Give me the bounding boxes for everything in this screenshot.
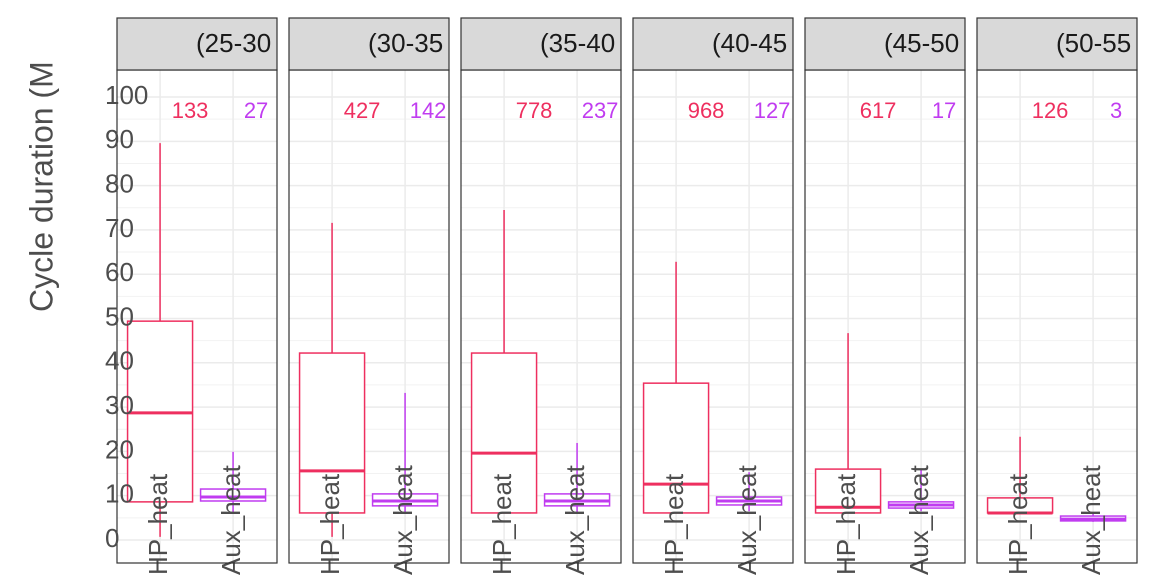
y-tick-label: 50 [105,301,134,331]
panel-background [977,70,1137,563]
y-tick-label: 10 [105,479,134,509]
count-label: 968 [688,98,725,123]
count-label: 237 [582,98,619,123]
y-tick-label: 30 [105,390,134,420]
y-tick-label: 0 [105,523,119,553]
facet-label: (40-45 [712,28,787,58]
box [199,488,267,502]
facet-label: (30-35 [368,28,443,58]
count-label: 133 [172,98,209,123]
box [814,468,882,514]
panel: 126 3 HP_heat Aux_heat [977,70,1137,575]
y-tick-label: 90 [105,124,134,154]
strip-background [460,17,622,71]
facet-label: (25-30 [196,28,271,58]
panel: 778 237 HP_heat Aux_heat [461,70,621,575]
count-label: 142 [410,98,447,123]
count-label: 427 [344,98,381,123]
panel: 133 27 HP_heat Aux_heat [117,70,277,575]
x-tick-label: Aux_heat [216,464,246,575]
box [642,382,710,514]
y-tick-label: 60 [105,257,134,287]
strip-background [288,17,450,71]
y-tick-label: 100 [105,80,148,110]
strip: (40-45 [632,17,794,71]
x-tick-label: HP_heat [659,473,689,575]
strip-background [976,17,1138,71]
strip-background [804,17,966,71]
panel: 427 142 HP_heat Aux_heat [289,70,449,575]
strip-background [116,17,278,71]
facet-label: (50-55 [1056,28,1131,58]
y-tick-label: 70 [105,213,134,243]
count-label: 127 [754,98,791,123]
y-tick-label: 80 [105,168,134,198]
x-tick-label: HP_heat [315,473,345,575]
strip: (30-35 [288,17,450,71]
x-tick-label: HP_heat [143,473,173,575]
x-tick-label: HP_heat [831,473,861,575]
panel: 968 127 HP_heat Aux_heat [633,70,793,575]
strip: (35-40 [460,17,622,71]
strip-background [632,17,794,71]
x-tick-label: Aux_heat [904,464,934,575]
count-label: 126 [1032,98,1069,123]
facet-label: (45-50 [884,28,959,58]
y-axis-label: Cycle duration (M [23,61,59,312]
x-tick-label: HP_heat [487,473,517,575]
facet-label: (35-40 [540,28,615,58]
count-label: 617 [860,98,897,123]
y-tick-label: 20 [105,434,134,464]
count-label: 778 [516,98,553,123]
x-tick-label: Aux_heat [388,464,418,575]
panel: 617 17 HP_heat Aux_heat [805,70,965,575]
strip: (45-50 [804,17,966,71]
box [298,352,366,514]
y-tick-label: 40 [105,346,134,376]
strip: (50-55 [976,17,1138,71]
count-label: 3 [1110,98,1122,123]
count-label: 27 [244,98,268,123]
x-tick-label: Aux_heat [560,464,590,575]
count-label: 17 [932,98,956,123]
x-tick-label: HP_heat [1003,473,1033,575]
strip: (25-30 [116,17,278,71]
x-tick-label: Aux_heat [1076,464,1106,575]
box [470,352,538,514]
x-tick-label: Aux_heat [732,464,762,575]
